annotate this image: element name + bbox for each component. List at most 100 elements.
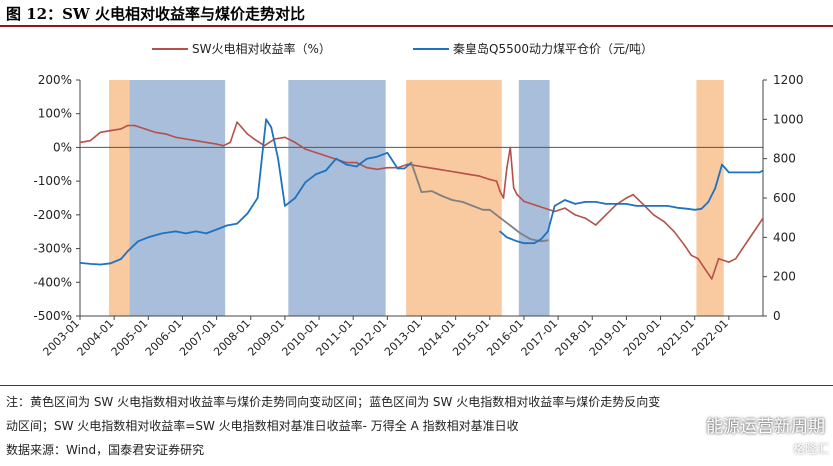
series-3-point-17 bbox=[656, 205, 658, 207]
series-0-point-23 bbox=[294, 141, 296, 144]
series-2-point-10 bbox=[509, 224, 512, 227]
series-1-point-0 bbox=[79, 262, 81, 264]
series-0-point-17 bbox=[236, 121, 238, 123]
series-2-point-9 bbox=[499, 216, 501, 219]
series-3-point-0 bbox=[499, 230, 501, 233]
series-3-point-9 bbox=[574, 203, 576, 205]
series-0-point-5 bbox=[127, 124, 129, 127]
x-tick-label-9: 2012-01 bbox=[348, 317, 390, 359]
series-0-point-61 bbox=[632, 193, 635, 196]
series-0-point-63 bbox=[652, 214, 655, 216]
series-1-point-14 bbox=[226, 224, 228, 227]
series-3-point-19 bbox=[676, 207, 679, 209]
series-1-point-17 bbox=[256, 197, 259, 199]
figure-title-bar: 图 12：SW 火电相对收益率与煤价走势对比 bbox=[0, 0, 833, 26]
right-tick-label-3: 600 bbox=[773, 191, 796, 205]
series-0-point-25 bbox=[314, 151, 317, 154]
series-0-point-77 bbox=[762, 217, 764, 220]
series-0-point-8 bbox=[154, 131, 156, 134]
series-3-point-18 bbox=[666, 205, 669, 207]
series-3-point-15 bbox=[635, 205, 638, 207]
series-0-point-53 bbox=[553, 210, 556, 213]
x-tick-label-14: 2017-01 bbox=[519, 317, 561, 359]
series-3-point-10 bbox=[584, 201, 587, 203]
series-1-point-16 bbox=[246, 212, 249, 215]
series-0-point-19 bbox=[253, 138, 255, 140]
series-1-point-2 bbox=[99, 263, 102, 266]
series-0-point-28 bbox=[345, 161, 348, 164]
chart-svg: 200% 100% 0% -100% -200% -300% -400% -500% 1200 1… bbox=[33, 41, 804, 359]
left-tick-label-2: 0% bbox=[53, 140, 72, 154]
series-2-point-8 bbox=[489, 209, 491, 211]
series-1-point-4 bbox=[120, 258, 122, 260]
series-0-point-56 bbox=[584, 217, 587, 220]
title-rule bbox=[0, 25, 833, 27]
series-1-point-22 bbox=[294, 197, 296, 199]
x-tick-label-18: 2021-01 bbox=[655, 317, 697, 359]
series-1-point-33 bbox=[403, 167, 406, 170]
series-2-point-4 bbox=[451, 199, 454, 201]
series-0-point-16 bbox=[229, 141, 232, 144]
series-0-point-64 bbox=[663, 220, 665, 223]
x-tick-label-4: 2007-01 bbox=[177, 317, 219, 359]
series-0-point-31 bbox=[376, 168, 378, 171]
series-1-point-29 bbox=[366, 157, 368, 160]
notes-block: 注：黄色区间为 SW 火电指数相对收益率与煤价走势同向变动区间；蓝色区间为 SW… bbox=[6, 390, 826, 462]
legend-label-1: 秦皇岛Q5500动力煤平仓价（元/吨） bbox=[453, 41, 653, 56]
x-tick-label-3: 2006-01 bbox=[143, 317, 185, 359]
band-orange-0 bbox=[109, 80, 130, 316]
x-tick-label-7: 2010-01 bbox=[279, 317, 321, 359]
series-1-point-30 bbox=[376, 155, 378, 158]
series-3-point-13 bbox=[615, 203, 617, 205]
series-0-point-18 bbox=[246, 133, 249, 135]
series-3-point-25 bbox=[721, 163, 723, 166]
series-3-point-24 bbox=[714, 187, 716, 189]
series-0-point-2 bbox=[99, 131, 102, 134]
series-1-point-5 bbox=[127, 250, 129, 252]
x-tick-label-6: 2009-01 bbox=[245, 317, 287, 359]
figure-title: 图 12：SW 火电相对收益率与煤价走势对比 bbox=[6, 5, 305, 23]
left-tick-label-0: 200% bbox=[38, 73, 72, 87]
series-3-point-28 bbox=[748, 171, 751, 174]
left-tick-label-3: -100% bbox=[33, 174, 72, 188]
series-1-point-25 bbox=[325, 169, 327, 172]
series-0-point-45 bbox=[502, 197, 505, 199]
series-3-point-27 bbox=[738, 171, 740, 174]
series-3-point-29 bbox=[758, 171, 761, 174]
series-0-point-46 bbox=[506, 166, 508, 169]
x-tick-label-19: 2022-01 bbox=[689, 317, 731, 359]
series-0-point-74 bbox=[741, 247, 744, 250]
series-3-point-11 bbox=[594, 201, 597, 203]
series-2-point-3 bbox=[441, 195, 443, 197]
series-2-point-11 bbox=[519, 232, 522, 235]
series-3-point-26 bbox=[728, 171, 730, 174]
series-2-point-1 bbox=[420, 191, 423, 193]
left-tick-label-1: 100% bbox=[38, 107, 72, 121]
series-0-point-26 bbox=[325, 155, 327, 157]
series-0-point-51 bbox=[533, 203, 535, 206]
series-2-point-0 bbox=[410, 161, 413, 164]
series-1-point-27 bbox=[345, 163, 348, 166]
series-2-point-14 bbox=[547, 239, 549, 242]
series-0-point-36 bbox=[427, 166, 430, 169]
series-3-point-6 bbox=[547, 230, 549, 233]
left-tick-label-4: -200% bbox=[33, 208, 72, 222]
series-0-point-7 bbox=[144, 128, 146, 130]
series-0-point-4 bbox=[120, 128, 122, 130]
series-3-point-22 bbox=[700, 208, 703, 210]
right-tick-label-4: 400 bbox=[773, 230, 796, 244]
series-1-point-11 bbox=[195, 230, 197, 233]
series-2-point-13 bbox=[540, 240, 542, 243]
band-blue-4 bbox=[518, 80, 550, 316]
series-0-point-50 bbox=[523, 200, 525, 203]
series-3-point-8 bbox=[564, 199, 566, 201]
band-blue-2 bbox=[288, 80, 386, 316]
series-0-point-37 bbox=[437, 168, 440, 171]
x-tick-label-11: 2014-01 bbox=[416, 317, 458, 359]
series-1-point-31 bbox=[386, 151, 389, 154]
series-0-point-24 bbox=[304, 148, 307, 150]
series-0-point-22 bbox=[284, 136, 286, 139]
right-tick-label-1: 1000 bbox=[773, 112, 804, 126]
series-0-point-48 bbox=[512, 187, 515, 189]
series-1-point-9 bbox=[174, 230, 177, 233]
